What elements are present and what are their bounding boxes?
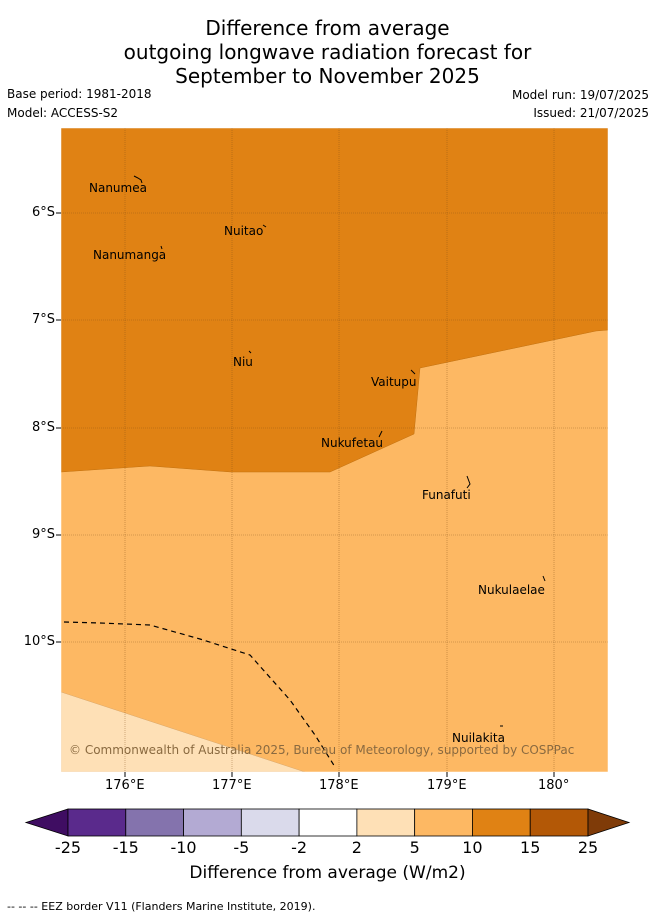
map-area (61, 128, 608, 772)
island-nukufetau-mark (378, 430, 383, 438)
colorbar-tick-label: 5 (409, 838, 420, 857)
colorbar-segment (240, 808, 300, 837)
island-nanumea-mark (133, 175, 143, 184)
place-vaitupu: Vaitupu (371, 375, 417, 389)
colorbar-tick-label: -15 (112, 838, 139, 857)
lon-label-177e: 177°E (212, 778, 252, 793)
lat-label-10s: 10°S (23, 634, 55, 649)
axis-ticks (56, 212, 555, 777)
colorbar-segment (472, 808, 531, 837)
chart-title: Difference from average outgoing longwav… (0, 16, 655, 88)
eez-border (63, 621, 336, 768)
colorbar-segment (414, 808, 473, 837)
place-nanumea: Nanumea (89, 181, 147, 195)
colorbar-tick-label: 25 (577, 838, 599, 857)
lat-label-8s: 8°S (31, 420, 55, 435)
place-funafuti: Funafuti (422, 488, 471, 502)
model-name: Model: ACCESS-S2 (7, 106, 119, 120)
lat-label-7s: 7°S (31, 312, 55, 327)
colorbar-tick-label: -2 (291, 838, 308, 857)
place-nuitao: Nuitao (224, 224, 264, 238)
colorbar-segment (125, 808, 184, 837)
colorbar-label: Difference from average (W/m2) (189, 863, 466, 883)
colorbar-segment (356, 808, 416, 837)
base-period: Base period: 1981-2018 (7, 87, 152, 101)
colorbar-segment (298, 808, 358, 837)
place-nukulaelae: Nukulaelae (478, 583, 545, 597)
copyright-notice: © Commonwealth of Australia 2025, Bureau… (69, 743, 575, 757)
island-niu-mark (248, 350, 252, 354)
place-nanumanga: Nanumanga (93, 248, 167, 262)
issued-date: Issued: 21/07/2025 (533, 106, 649, 120)
colorbar-segment (67, 808, 127, 837)
eez-legend: -- -- -- EEZ border V11 (Flanders Marine… (7, 900, 316, 913)
title-line-1: Difference from average (205, 16, 450, 40)
colorbar-segment (529, 808, 589, 837)
anomaly-region-10-15 (61, 128, 608, 473)
island-nukulaelae-mark (542, 575, 546, 582)
colorbar-arrow-low (24, 808, 69, 837)
island-nuitao-mark (262, 224, 267, 228)
title-line-3: September to November 2025 (175, 64, 480, 88)
island-vaitupu-mark (410, 369, 416, 375)
place-nuilakita: Nuilakita (452, 731, 505, 745)
colorbar-arrow-high (587, 808, 631, 837)
place-niu: Niu (233, 355, 253, 369)
gridlines (61, 128, 608, 772)
colorbar-tick-label: -25 (54, 838, 82, 857)
anomaly-region-2-5 (61, 691, 306, 772)
colorbar-segment (183, 808, 242, 837)
colorbar-tick-label: 15 (520, 838, 541, 857)
title-line-2: outgoing longwave radiation forecast for (123, 40, 532, 64)
lat-label-6s: 6°S (31, 205, 55, 220)
place-nukufetau: Nukufetau (321, 436, 384, 450)
model-run: Model run: 19/07/2025 (511, 88, 649, 102)
colorbar-tick-label: 10 (462, 838, 483, 857)
lon-label-176e: 176°E (105, 778, 145, 793)
colorbar-tick-label: 2 (351, 838, 362, 857)
lon-label-180: 180° (538, 778, 570, 793)
island-marks (133, 175, 546, 727)
colorbar (24, 808, 631, 837)
island-funafuti-mark (466, 475, 471, 489)
lat-label-9s: 9°S (31, 527, 55, 542)
lon-label-179e: 179°E (427, 778, 467, 793)
colorbar-tick-label: -10 (170, 838, 197, 857)
colorbar-tick-label: -5 (233, 838, 250, 857)
island-nanumanga-mark (160, 245, 163, 250)
lon-label-178e: 178°E (319, 778, 359, 793)
